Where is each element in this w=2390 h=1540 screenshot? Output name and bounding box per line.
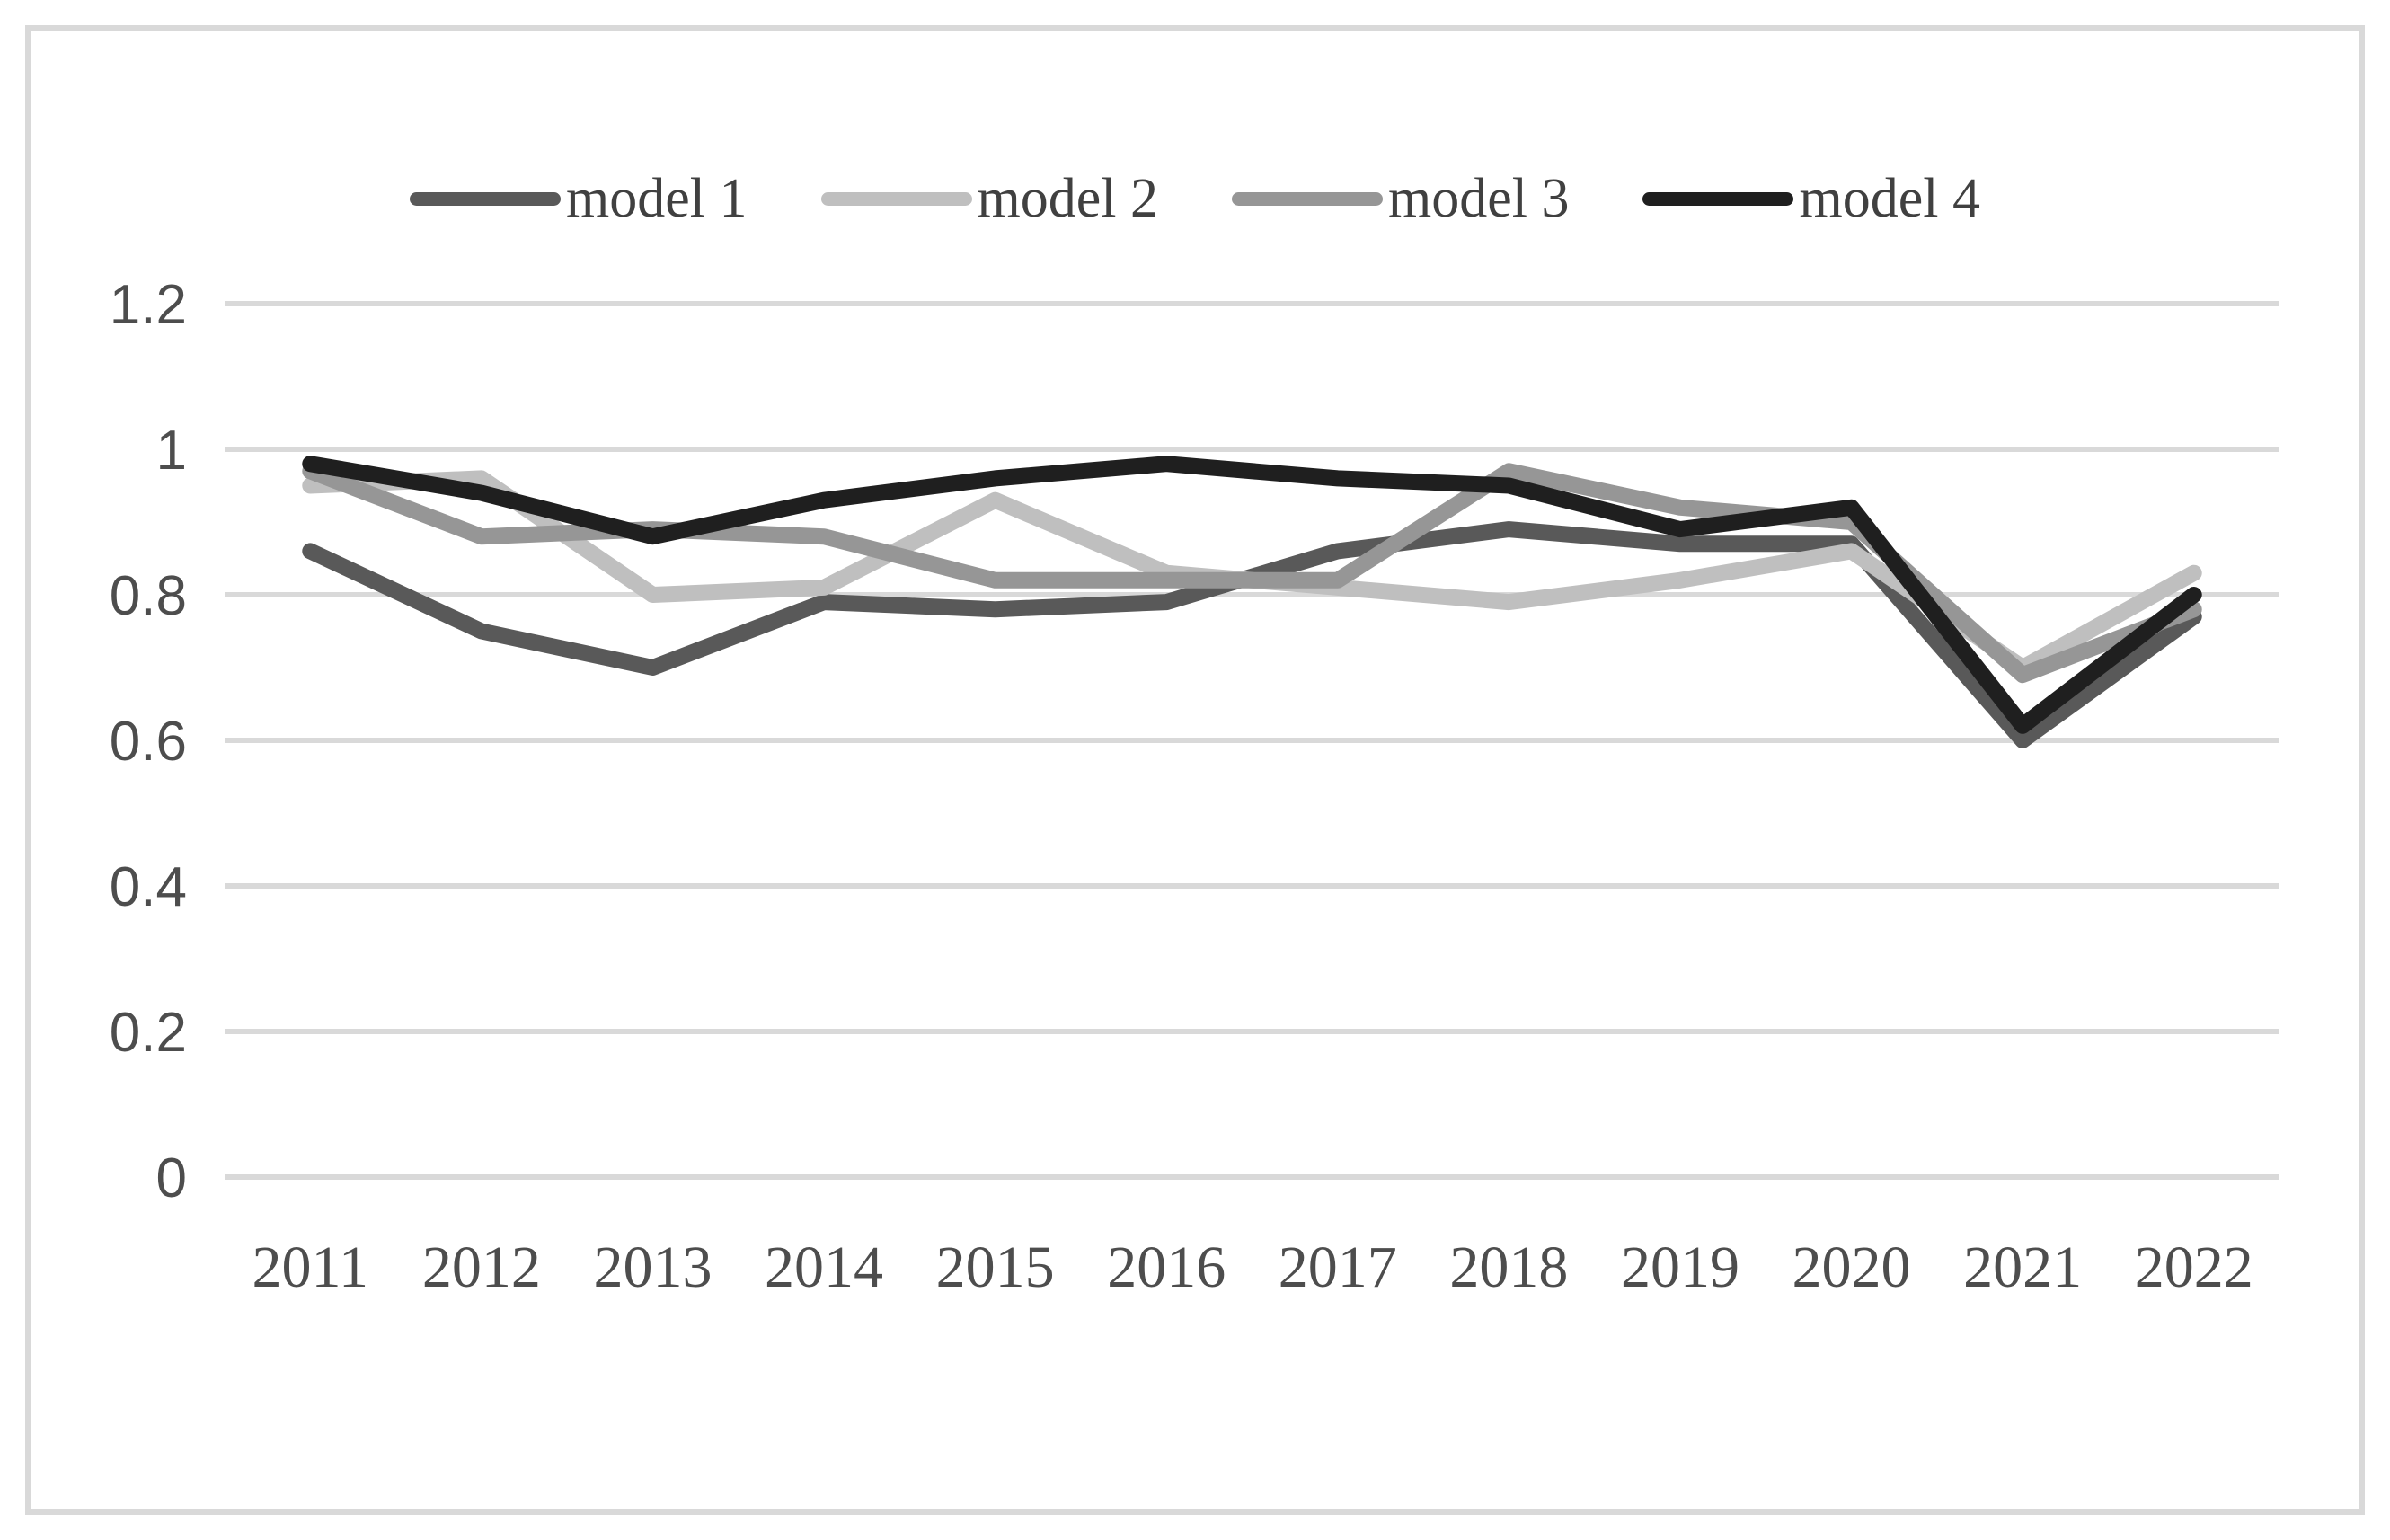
x-axis-tick-label: 2014 <box>765 1235 883 1300</box>
legend-swatch-icon <box>1642 191 1794 206</box>
x-axis-tick-label: 2019 <box>1621 1235 1739 1300</box>
legend-label: model 4 <box>1799 168 1980 229</box>
series-line-model-4 <box>302 456 2202 734</box>
chart-legend: model 1 model 2 model 3 model 4 <box>0 171 2390 226</box>
legend-swatch-icon <box>1232 191 1383 206</box>
legend-label: model 3 <box>1388 168 1570 229</box>
x-axis-tick-label: 2015 <box>936 1235 1055 1300</box>
y-axis-tick-label: 0.4 <box>110 856 187 918</box>
x-axis-tick-label: 2016 <box>1107 1235 1226 1300</box>
y-axis-tick-label: 0.8 <box>110 565 187 627</box>
x-axis-tick-label: 2011 <box>252 1235 369 1300</box>
x-axis-tick-label: 2021 <box>1963 1235 2082 1300</box>
y-axis-tick-label: 0.2 <box>110 1002 187 1064</box>
y-axis-tick-label: 1 <box>156 420 187 482</box>
legend-label: model 2 <box>977 168 1158 229</box>
legend-swatch-icon <box>410 191 562 206</box>
legend-label: model 1 <box>566 168 748 229</box>
y-axis-tick-label: 0 <box>156 1147 187 1209</box>
y-axis-tick-label: 1.2 <box>110 274 187 336</box>
legend-item-model-1: model 1 <box>410 168 748 229</box>
x-axis-tick-label: 2018 <box>1449 1235 1568 1300</box>
legend-item-model-2: model 2 <box>820 168 1158 229</box>
x-axis-tick-label: 2013 <box>593 1235 712 1300</box>
legend-item-model-4: model 4 <box>1642 168 1980 229</box>
legend-item-model-3: model 3 <box>1232 171 1569 226</box>
x-axis-tick-label: 2017 <box>1279 1235 1397 1300</box>
y-axis-tick-label: 0.6 <box>110 711 187 773</box>
x-axis-tick-label: 2022 <box>2135 1235 2253 1300</box>
x-axis-tick-label: 2012 <box>422 1235 541 1300</box>
legend-swatch-icon <box>820 191 972 206</box>
x-axis-tick-label: 2020 <box>1792 1235 1911 1300</box>
